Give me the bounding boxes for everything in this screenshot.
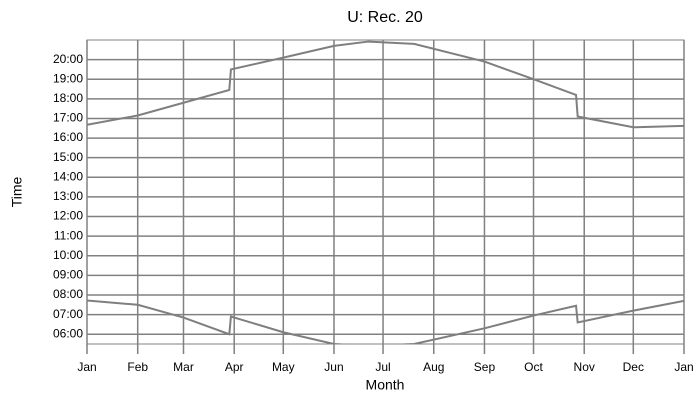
x-tick-label: Jul [375,360,390,374]
x-tick-label: Sep [474,360,496,374]
y-tick-label: 16:00 [53,130,83,144]
x-tick-label: May [272,360,295,374]
y-tick-label: 09:00 [53,268,83,282]
plot-series [87,40,684,344]
plot-frame [86,39,685,345]
y-tick-label: 14:00 [53,169,83,183]
chart-title: U: Rec. 20 [347,9,423,26]
x-axis-title: Month [366,377,405,393]
y-tick-label: 18:00 [53,91,83,105]
x-tick-label: Jun [324,360,343,374]
x-tick-label: Jan [77,360,96,374]
y-tick-label: 13:00 [53,189,83,203]
y-tick-label: 11:00 [54,228,83,242]
line-series [87,40,684,129]
y-tick-label: 17:00 [53,111,83,125]
y-tick-label: 19:00 [53,71,83,85]
x-tick-label: Nov [574,360,595,374]
x-tick-label: Oct [524,360,543,374]
y-tick-label: 10:00 [53,248,83,262]
y-tick-label: 08:00 [53,287,83,301]
x-tick-label: Feb [127,360,148,374]
y-axis-title: Time [9,176,25,207]
y-tick-label: 07:00 [53,307,83,321]
x-tick-label: Dec [623,360,644,374]
y-tick-label: 20:00 [53,52,83,66]
x-tick-label: Aug [423,360,444,374]
y-tick-label: 12:00 [53,209,83,223]
x-tick-label: Apr [225,360,244,374]
x-tick-label: Mar [173,360,194,374]
y-tick-label: 06:00 [53,326,83,340]
x-tick-label: Jan [674,360,693,374]
line-series [87,299,684,344]
y-tick-label: 15:00 [53,150,83,164]
